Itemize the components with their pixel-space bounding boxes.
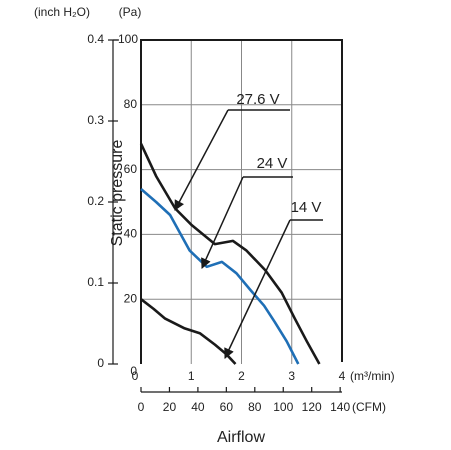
y-tick-label: 0 — [130, 364, 137, 378]
y2-tick-label: 0.1 — [87, 275, 104, 289]
x2-tick-label: 40 — [191, 400, 205, 414]
curve — [140, 188, 300, 365]
curve-label: 14 V — [291, 199, 322, 216]
x2-tick-label: 100 — [273, 400, 293, 414]
x-tick-label: 4 — [339, 369, 346, 383]
label-arrow — [224, 219, 291, 359]
y2-tick-label: 0 — [97, 356, 104, 370]
x2-unit: (CFM) — [352, 400, 386, 414]
y-tick-label: 40 — [124, 227, 138, 241]
y2-tick-label: 0.2 — [87, 194, 104, 208]
y2-tick-label: 0.3 — [87, 113, 104, 127]
label-arrow — [174, 109, 229, 211]
x2-tick-label: 60 — [220, 400, 234, 414]
y-tick-label: 100 — [118, 32, 138, 46]
x2-tick-label: 140 — [330, 400, 350, 414]
x-tick-label: 2 — [238, 369, 245, 383]
x-tick-label: 1 — [188, 369, 195, 383]
y-unit: (Pa) — [119, 5, 142, 19]
x-unit: (m³/min) — [350, 369, 395, 383]
label-arrow — [201, 176, 244, 269]
y-tick-label: 80 — [124, 97, 138, 111]
x-tick-label: 0 — [132, 369, 139, 383]
x-axis-label: Airflow — [217, 429, 265, 446]
curve — [140, 298, 237, 365]
curve — [139, 143, 321, 365]
x2-tick-label: 80 — [248, 400, 262, 414]
x2-tick-label: 20 — [163, 400, 177, 414]
curve-label: 24 V — [257, 155, 288, 172]
curve-label: 27.6 V — [236, 91, 279, 108]
plot-frame — [140, 39, 343, 364]
y2-unit: (inch H₂O) — [34, 5, 90, 19]
x2-tick-label: 0 — [138, 400, 145, 414]
y-tick-label: 60 — [124, 162, 138, 176]
x2-tick-label: 120 — [302, 400, 322, 414]
x-tick-label: 3 — [288, 369, 295, 383]
y2-tick-label: 0.4 — [87, 32, 104, 46]
y-tick-label: 20 — [124, 291, 138, 305]
